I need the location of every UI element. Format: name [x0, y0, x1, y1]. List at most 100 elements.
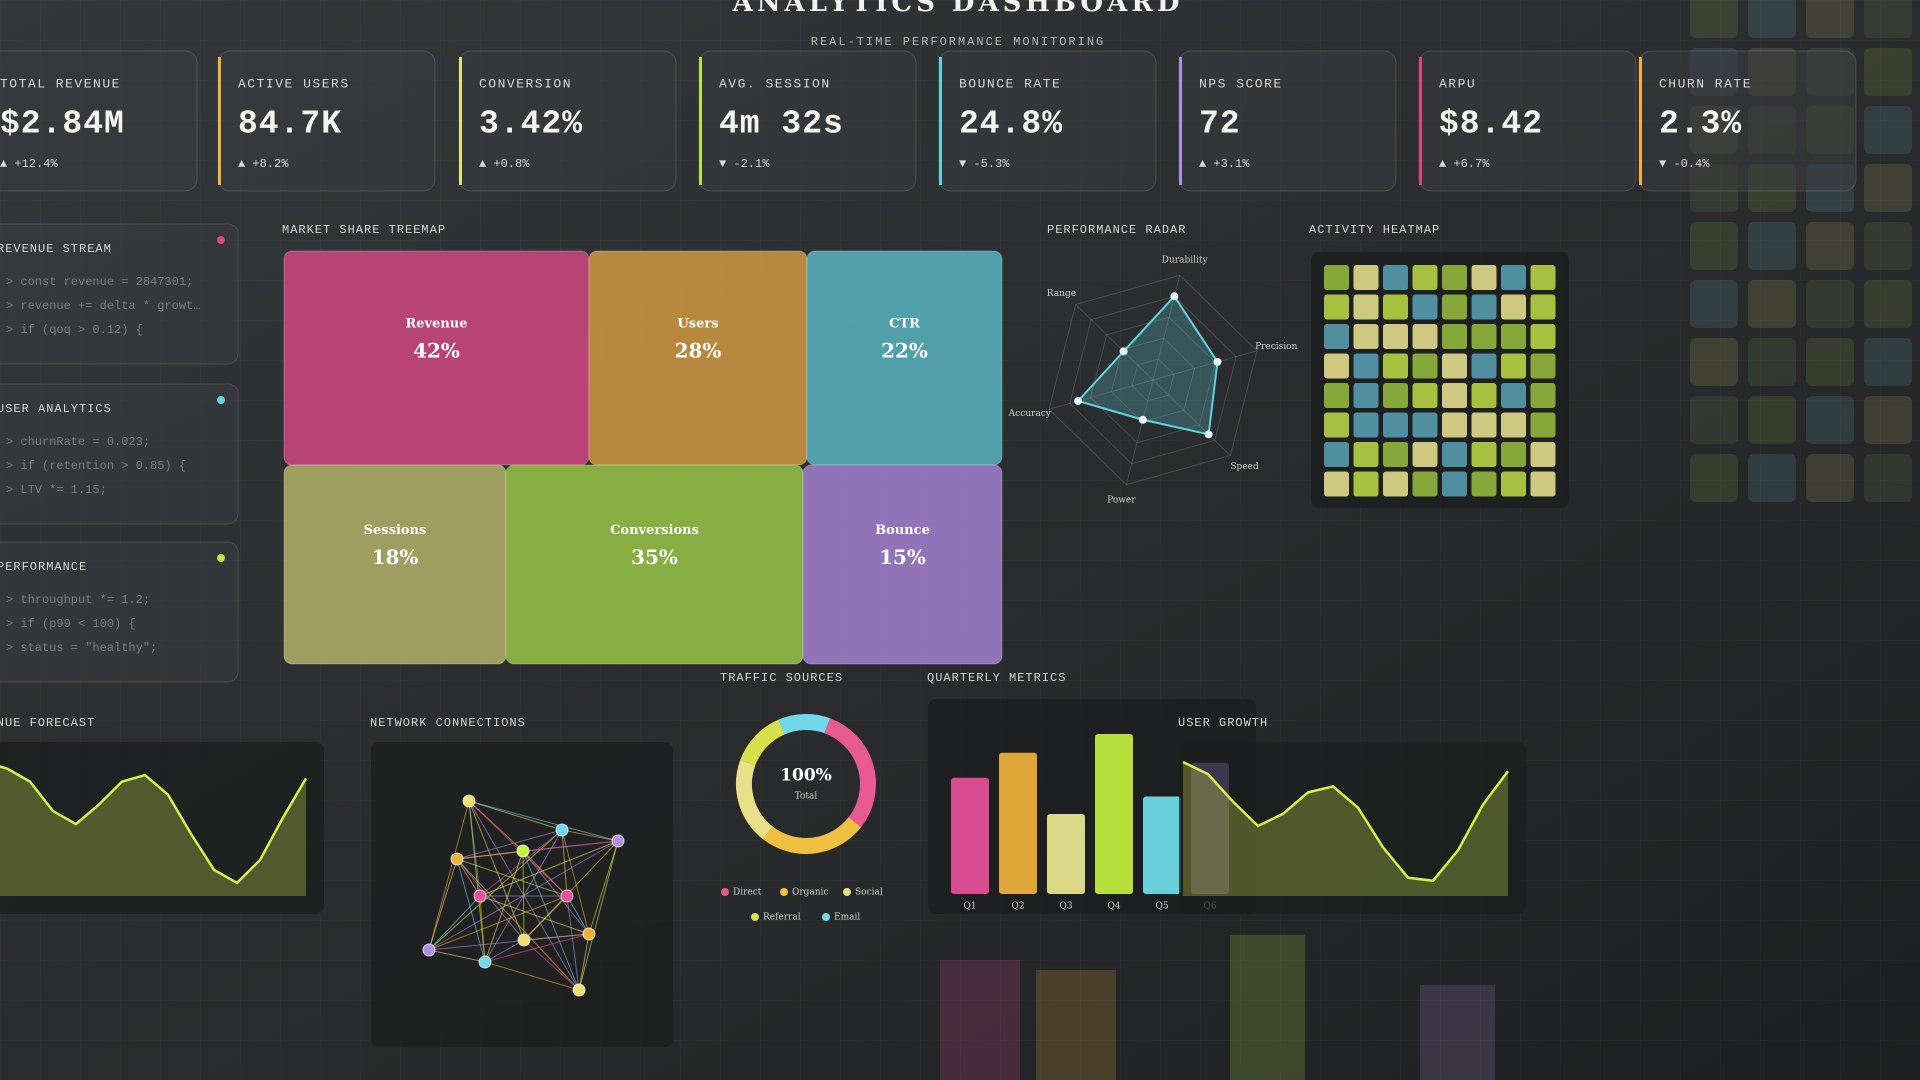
kpi-accent [1179, 57, 1182, 185]
donut-segment [778, 714, 831, 735]
ghost-tile [1864, 0, 1912, 38]
radar-point [1138, 415, 1147, 424]
heatmap-cell [1442, 383, 1467, 408]
ghost-tile [1864, 396, 1912, 444]
radar-axis-label: Durability [1162, 255, 1209, 265]
heatmap-cell [1383, 442, 1408, 467]
radar-axis-label: Power [1107, 496, 1136, 506]
radar-ring [1048, 274, 1258, 486]
bar [1095, 734, 1133, 894]
network-node [516, 844, 530, 858]
network-node [517, 933, 531, 947]
legend-swatch [721, 888, 729, 896]
ghost-tile [1690, 222, 1738, 270]
legend-swatch [751, 913, 759, 921]
heatmap-cell [1501, 324, 1526, 349]
area-line [1182, 760, 1510, 883]
panel [0, 223, 239, 365]
network-edge [479, 829, 563, 897]
network-edge [468, 800, 486, 963]
heatmap-cell [1471, 412, 1497, 438]
heatmap-cell [1383, 353, 1408, 379]
heatmap-cell [1501, 412, 1526, 438]
treemap-value: 18% [372, 545, 419, 569]
heatmap-cell [1501, 265, 1526, 290]
heatmap-cell [1324, 294, 1349, 320]
bar [1143, 796, 1181, 894]
ghost-tile [1690, 338, 1738, 386]
kpi-accent [218, 57, 221, 185]
section-title: ACTIVITY HEATMAP [1309, 223, 1440, 237]
status-dot [217, 554, 225, 562]
heatmap-cell [1353, 265, 1379, 290]
ghost-tile [1748, 280, 1796, 328]
heatmap-cell [1530, 412, 1556, 438]
kpi-delta: ▲ +8.2% [238, 157, 289, 171]
network-edge [456, 858, 481, 897]
treemap-label: CTR [889, 317, 920, 332]
network-edge [523, 939, 580, 991]
heatmap-cell [1324, 383, 1349, 408]
bar [999, 752, 1037, 894]
heatmap-cell [1353, 353, 1379, 379]
code-line: > revenue += delta * growt… [6, 299, 200, 313]
ghost-tile [1748, 396, 1796, 444]
status-dot [217, 396, 225, 404]
ghost-tile [1748, 454, 1796, 502]
treemap-cell [802, 464, 1003, 665]
x-tick-label: Q4 [1107, 902, 1120, 912]
network-edge [523, 895, 568, 941]
treemap-value: 22% [881, 339, 928, 363]
panel-title: PERFORMANCE [0, 560, 87, 574]
network-edge [456, 858, 580, 991]
heatmap-cell [1353, 412, 1379, 438]
code-line: > status = "healthy"; [6, 641, 157, 655]
treemap-value: 28% [675, 339, 722, 363]
heatmap-cell [1530, 265, 1556, 290]
network-node [422, 943, 436, 957]
network-node [473, 889, 487, 903]
donut-center: 100% [780, 766, 832, 786]
radar-axis [1152, 350, 1258, 381]
heatmap-cell [1324, 265, 1349, 290]
panel [0, 50, 198, 192]
x-tick-label: Q3 [1059, 902, 1072, 912]
kpi-delta: ▲ +12.4% [0, 157, 58, 171]
kpi-accent [459, 57, 462, 185]
kpi-value: 24.8% [959, 106, 1063, 143]
heatmap-cell [1324, 471, 1349, 497]
kpi-label: NPS SCORE [1199, 76, 1283, 91]
network-edge [484, 939, 525, 963]
ghost-tile [1864, 106, 1912, 154]
heatmap-cell [1471, 442, 1497, 467]
donut-segment [762, 817, 862, 854]
ghost-bar [1230, 935, 1305, 1080]
kpi-accent [1639, 57, 1642, 185]
section-title: REVENUE FORECAST [0, 716, 95, 730]
network-edge [561, 829, 619, 842]
donut-segment [740, 719, 786, 766]
kpi-value: 2.3% [1659, 106, 1742, 143]
kpi-delta: ▼ -2.1% [719, 157, 770, 171]
heatmap-cell [1471, 294, 1497, 320]
heatmap-cell [1501, 353, 1526, 379]
heatmap-cell [1412, 294, 1438, 320]
heatmap-cell [1324, 412, 1349, 438]
heatmap-cell [1383, 471, 1408, 497]
network-edge [588, 840, 619, 935]
area-fill [0, 766, 306, 896]
code-line: > LTV *= 1.15; [6, 483, 107, 497]
network-node [462, 794, 476, 808]
ghost-tile [1864, 454, 1912, 502]
treemap-value: 35% [631, 545, 678, 569]
heatmap-cell [1383, 383, 1408, 408]
heatmap-cell [1442, 294, 1467, 320]
legend-swatch [843, 888, 851, 896]
heatmap-cell [1383, 294, 1408, 320]
ghost-tile [1748, 222, 1796, 270]
legend-label: Social [855, 888, 883, 898]
network-edge [456, 850, 524, 860]
heatmap-cell [1530, 353, 1556, 379]
network-edge [456, 829, 563, 860]
radar-ring [1069, 295, 1237, 465]
